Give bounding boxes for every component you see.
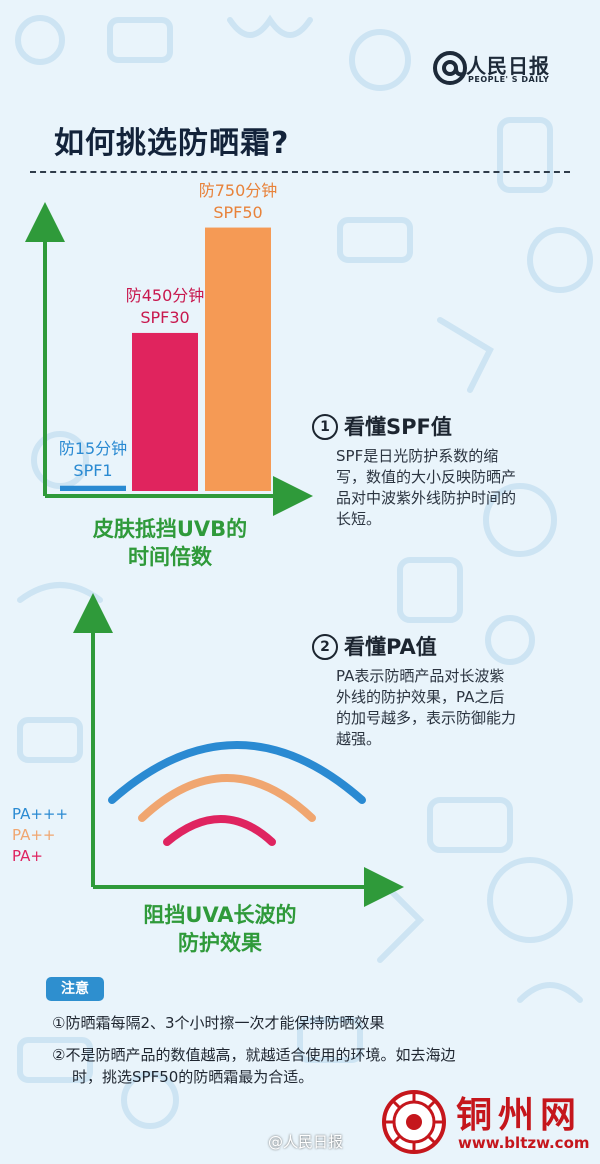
spf-bar-category: SPF50 [213,202,263,222]
pa-plus2-label: PA++ [12,826,56,844]
spf-bar-spf30 [132,332,198,491]
watermark-site-url: www.bltzw.com [458,1134,590,1152]
note-item-2-line1: ②不是防晒产品的数值越高，就越适合使用的环境。如去海边 [52,1046,456,1064]
pa-info-line: PA表示防晒产品对长波紫 [336,667,505,685]
pa-plus2-curve [138,774,316,822]
pa-info-number: 2 [312,634,338,660]
logo-english-text: PEOPLE' S DAILY [468,75,550,84]
at-sign-icon [433,51,467,85]
spf-axis-label: 皮肤抵挡UVB的 时间倍数 [70,515,270,571]
spf-axis-label-line1: 皮肤抵挡UVB的 [92,517,248,541]
spf-bar-chart [25,202,313,516]
peoples-daily-logo: 人民日报 PEOPLE' S DAILY [432,48,582,92]
spf-info-line: SPF是日光防护系数的缩 [336,447,499,465]
watermark-site-name: 铜州网 [456,1095,583,1136]
pa-info-text: PA表示防晒产品对长波紫 外线的防护效果，PA之后 的加号越多，表示防御能力 越… [336,666,566,750]
spf-bar-label: 防450分钟 SPF30 [115,285,215,329]
spf-bar-duration: 防450分钟 [125,285,205,305]
pa-plus3-label: PA+++ [12,805,69,823]
spf-info-number: 1 [312,414,338,440]
pa-plus3-curve [108,741,366,804]
spf-bar-duration: 防15分钟 [58,438,128,458]
pa-axis-label-line2: 防护效果 [178,931,262,955]
spf-bar-category: SPF1 [73,460,113,480]
pa-axis-label-line1: 阻挡UVA长波的 [143,903,297,927]
logo-chinese-text: 人民日报 [466,54,550,78]
spf-info-heading: 1 看懂SPF值 [312,411,452,441]
pa-info-title: 看懂PA值 [344,635,437,659]
spf-bar-label: 防750分钟 SPF50 [188,180,288,224]
spf-bar-spf1 [60,485,126,491]
pa-info-line: 的加号越多，表示防御能力 [336,709,517,727]
spf-axis-label-line2: 时间倍数 [128,545,212,569]
pa-info-line: 越强。 [336,730,382,748]
spf-bar-duration: 防750分钟 [198,180,278,200]
spf-bar-spf50 [205,227,271,491]
watermark-seal-icon [382,1090,446,1154]
pa-plus1-curve [163,815,276,846]
pa-axis-label: 阻挡UVA长波的 防护效果 [110,901,330,957]
spf-info-title: 看懂SPF值 [344,415,452,439]
note-badge: 注意 [46,977,104,1001]
pa-info-heading: 2 看懂PA值 [312,631,437,661]
pa-curve-chart [73,593,404,907]
note-item-2-line2: 时，挑选SPF50的防晒霜最为合适。 [72,1068,314,1086]
spf-bar-category: SPF30 [140,307,190,327]
spf-info-text: SPF是日光防护系数的缩 写，数值的大小反映防晒产 品对中波紫外线防护时间的 长… [336,446,566,530]
spf-bar-label: 防15分钟 SPF1 [43,438,143,482]
note-item-1: ①防晒霜每隔2、3个小时擦一次才能保持防晒效果 [52,1014,385,1032]
spf-info-line: 写，数值的大小反映防晒产 [336,468,517,486]
title-divider [30,171,570,173]
pa-plus1-label: PA+ [12,847,43,865]
weibo-handle: @人民日报 [268,1133,344,1151]
spf-info-line: 长短。 [336,510,382,528]
spf-info-line: 品对中波紫外线防护时间的 [336,489,517,507]
pa-info-line: 外线的防护效果，PA之后 [336,688,505,706]
page-title: 如何挑选防晒霜? [54,126,290,161]
